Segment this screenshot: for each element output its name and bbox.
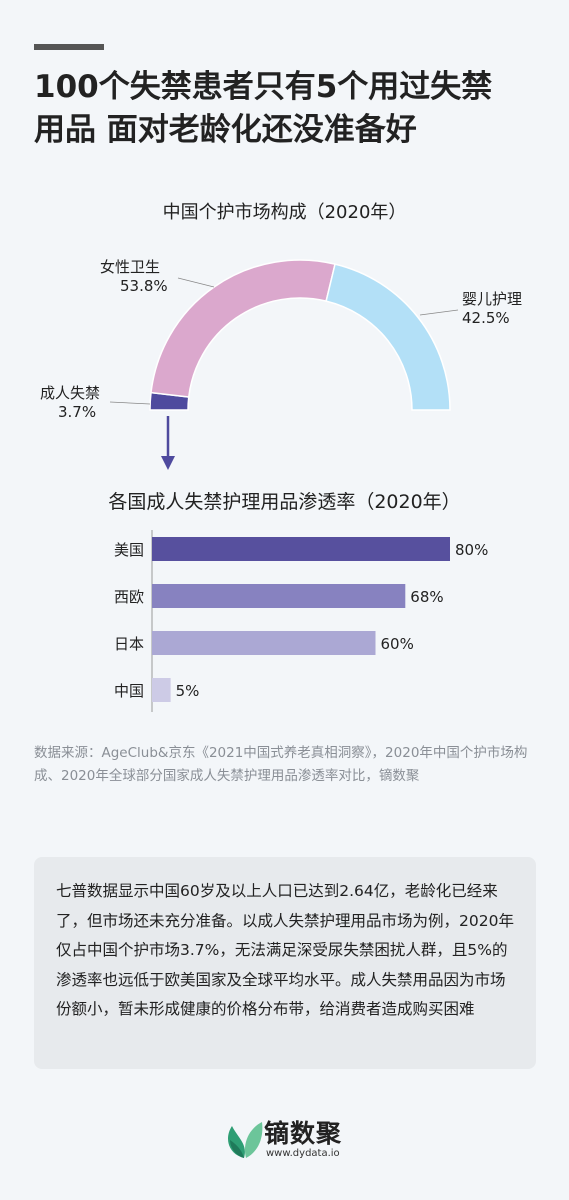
summary-text: 七普数据显示中国60岁及以上人口已达到2.64亿，老龄化已经来了，但市场还未充分… <box>56 882 514 1018</box>
data-source: 数据来源：AgeClub&京东《2021中国式养老真相洞察》，2020年中国个护… <box>34 745 528 784</box>
slice-value-label: 42.5% <box>462 309 510 327</box>
bar-value-label: 80% <box>455 541 488 559</box>
leaf-logo-icon <box>228 1122 263 1158</box>
title-line-1: 100个失禁患者只有5个用过失禁 <box>34 69 493 105</box>
bar <box>152 537 450 561</box>
slice-value-label: 53.8% <box>120 277 168 295</box>
decorative-top-bar <box>34 44 104 50</box>
bar-value-label: 68% <box>410 588 443 606</box>
slice-name-label: 婴儿护理 <box>462 290 522 308</box>
bar-category-label: 日本 <box>114 635 144 653</box>
leader-line <box>177 277 215 288</box>
leader-line <box>109 401 151 405</box>
bar-category-label: 美国 <box>114 541 144 559</box>
title-line-2: 用品 面对老龄化还没准备好 <box>34 112 417 148</box>
bar <box>152 678 171 702</box>
bar-value-label: 60% <box>381 635 414 653</box>
slice-name-label: 成人失禁 <box>40 384 100 402</box>
bar-category-label: 西欧 <box>114 588 144 606</box>
bar <box>152 631 376 655</box>
slice-value-label: 3.7% <box>58 403 96 421</box>
bar-value-label: 5% <box>176 682 200 700</box>
leader-line <box>419 309 459 316</box>
donut-chart-title: 中国个护市场构成（2020年） <box>162 202 407 223</box>
summary-box: 七普数据显示中国60岁及以上人口已达到2.64亿，老龄化已经来了，但市场还未充分… <box>34 857 536 1069</box>
bar-chart-title: 各国成人失禁护理用品渗透率（2020年） <box>108 491 461 513</box>
page-title: 100个失禁患者只有5个用过失禁 用品 面对老龄化还没准备好 <box>34 66 539 152</box>
donut-slice <box>325 263 451 411</box>
arrow-head <box>161 456 175 470</box>
logo-name: 镝数聚 <box>264 1119 343 1148</box>
bar <box>152 584 406 608</box>
logo-url: www.dydata.io <box>266 1148 340 1159</box>
slice-name-label: 女性卫生 <box>100 258 160 276</box>
bar-category-label: 中国 <box>114 682 144 700</box>
